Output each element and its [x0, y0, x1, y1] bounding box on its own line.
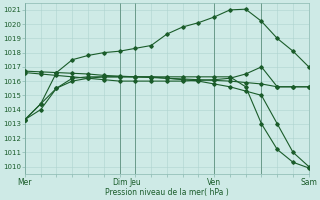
X-axis label: Pression niveau de la mer( hPa ): Pression niveau de la mer( hPa ): [105, 188, 229, 197]
